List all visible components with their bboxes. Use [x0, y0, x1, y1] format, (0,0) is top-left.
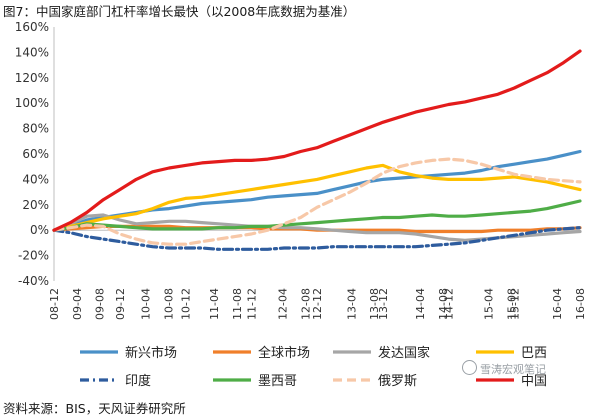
series-line — [52, 149, 582, 232]
x-tick-label: 14-12 — [443, 288, 456, 320]
y-tick-label: 20% — [22, 198, 49, 212]
legend-label: 全球市场 — [258, 345, 310, 361]
x-tick-label: 09-04 — [71, 288, 84, 320]
legend-label: 中国 — [521, 374, 547, 389]
x-tick-label: 08-12 — [48, 288, 61, 320]
x-tick-label: 09-08 — [94, 288, 107, 320]
legend-label: 墨西哥 — [258, 374, 297, 389]
y-tick-label: -40% — [18, 274, 49, 288]
x-tick-label: 14-08 — [437, 288, 450, 320]
series-line — [52, 226, 582, 251]
series-line — [52, 199, 582, 232]
x-tick-label: 13-12 — [377, 288, 390, 320]
x-tick-label: 13-04 — [345, 288, 358, 320]
x-tick-label: 09-12 — [114, 288, 127, 320]
series-line — [52, 157, 582, 246]
y-tick-label: 140% — [15, 45, 49, 59]
chart-title: 图7：中国家庭部门杠杆率增长最快（以2008年底数据为基准） — [3, 4, 356, 19]
y-tick-label: 80% — [22, 122, 49, 136]
y-tick-label: -20% — [18, 249, 49, 263]
legend-label: 印度 — [125, 373, 151, 389]
x-tick-label: 11-12 — [245, 288, 258, 320]
x-tick-label: 15-08 — [505, 288, 518, 320]
x-tick-label: 10-04 — [139, 288, 152, 320]
x-tick-label: 12-08 — [300, 288, 313, 320]
x-tick-label: 10-08 — [162, 288, 175, 320]
y-tick-label: 100% — [15, 96, 49, 110]
y-tick-label: 160% — [15, 20, 49, 34]
x-tick-label: 10-12 — [180, 288, 193, 320]
watermark: 雪涛宏观笔记 — [462, 360, 546, 377]
x-tick-label: 12-12 — [311, 288, 324, 320]
wechat-icon — [462, 360, 477, 375]
watermark-text: 雪涛宏观笔记 — [480, 363, 546, 376]
legend-label: 新兴市场 — [125, 345, 177, 361]
legend-label: 发达国家 — [378, 345, 430, 361]
y-tick-label: 0% — [30, 223, 49, 237]
legend-label: 俄罗斯 — [378, 374, 417, 389]
x-tick-label: 15-04 — [483, 288, 496, 320]
x-tick-label: 16-08 — [574, 288, 587, 320]
x-tick-label: 12-04 — [277, 288, 290, 320]
x-tick-label: 16-04 — [551, 288, 564, 320]
x-tick-label: 11-08 — [231, 288, 244, 320]
legend-label: 巴西 — [521, 346, 547, 361]
y-tick-label: 120% — [15, 71, 49, 85]
x-tick-label: 14-04 — [414, 288, 427, 320]
source-note: 资料来源：BIS，天风证券研究所 — [3, 401, 186, 416]
series-line — [52, 163, 582, 232]
series-line — [52, 49, 582, 232]
series-layer — [52, 49, 582, 251]
x-tick-label: 11-04 — [208, 288, 221, 320]
x-tick-label: 15-12 — [508, 288, 521, 320]
x-tick-label: 13-08 — [368, 288, 381, 320]
y-tick-label: 40% — [22, 172, 49, 186]
y-tick-label: 60% — [22, 147, 49, 161]
